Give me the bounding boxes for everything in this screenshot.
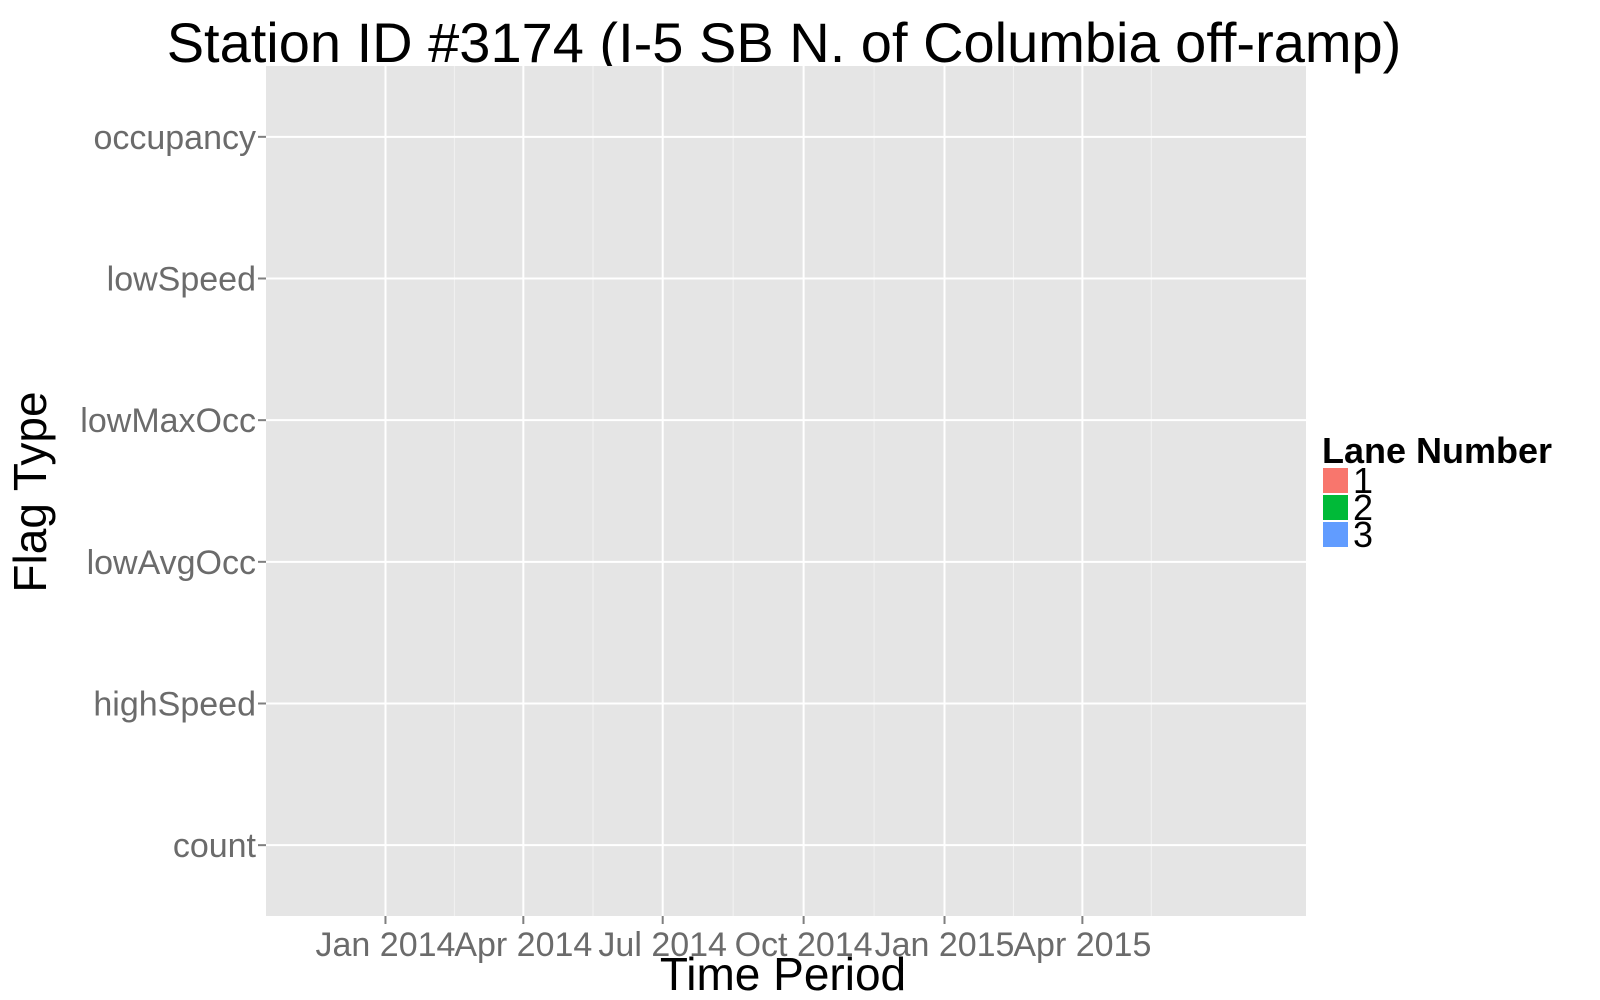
- chart-title: Station ID #3174 (I-5 SB N. of Columbia …: [167, 11, 1402, 74]
- x-tick-label: Oct 2014: [735, 926, 873, 964]
- y-tick-label: lowSpeed: [107, 261, 256, 299]
- legend-swatch: [1321, 520, 1350, 549]
- x-axis-title: Time Period: [660, 948, 906, 1000]
- legend-items: 123: [1321, 460, 1373, 555]
- y-tick-label: lowAvgOcc: [87, 544, 256, 582]
- legend-label: 1: [1353, 460, 1373, 501]
- x-tick-label: Jul 2014: [598, 926, 727, 964]
- grid-major: [266, 66, 1306, 916]
- x-tick-label: Jan 2014: [316, 926, 456, 964]
- y-axis: count highSpeed lowAvgOcc lowMaxOcc lowSpeed…: [80, 119, 266, 865]
- x-tick-label: Jan 2015: [875, 926, 1015, 964]
- legend-title: Lane Number: [1322, 430, 1552, 471]
- y-tick-label: lowMaxOcc: [80, 402, 256, 440]
- y-axis-title: Flag Type: [4, 391, 56, 592]
- x-tick-label: Apr 2015: [1013, 926, 1151, 964]
- plot-panel: [266, 66, 1306, 916]
- legend-swatch: [1321, 493, 1350, 522]
- legend-swatch: [1321, 466, 1350, 495]
- x-tick-label: Apr 2014: [454, 926, 592, 964]
- legend: Lane Number 123: [1321, 430, 1552, 555]
- y-tick-label: highSpeed: [93, 686, 256, 724]
- legend-label: 3: [1353, 514, 1373, 555]
- legend-label: 2: [1353, 487, 1373, 528]
- y-tick-label: occupancy: [93, 119, 256, 157]
- grid-minor: [453, 66, 1152, 916]
- y-tick-label: count: [173, 827, 257, 865]
